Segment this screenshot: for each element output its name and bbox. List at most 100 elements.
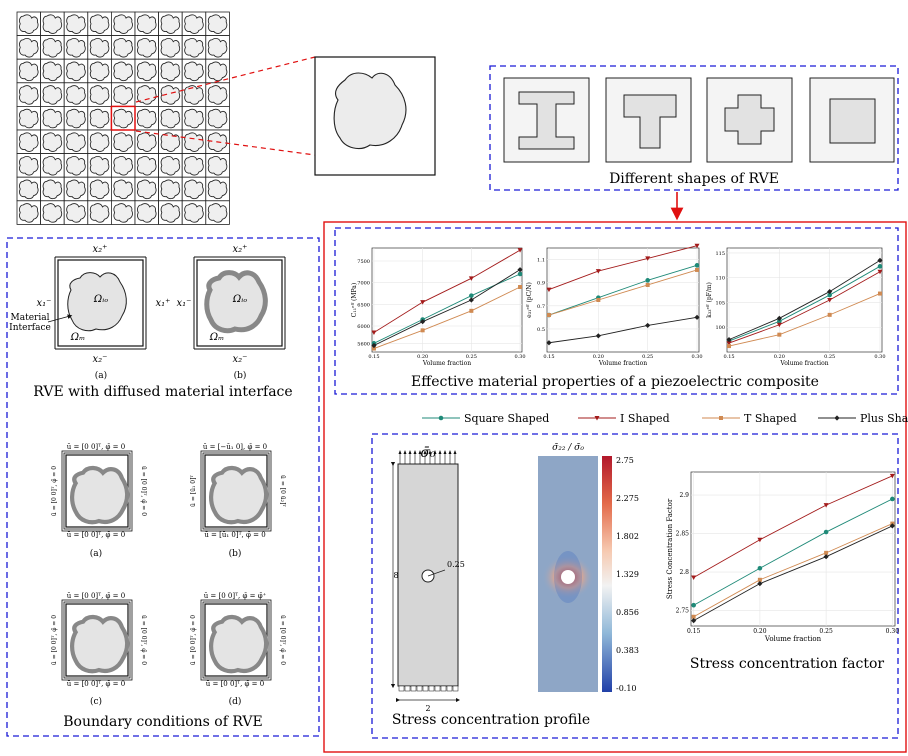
y-tick-label: 5600 xyxy=(357,341,370,347)
bc-inclusion xyxy=(70,614,130,674)
chart-k33: 100 105 110 115 0.15 0.20 0.25 0.30 Volume fract… xyxy=(706,247,886,367)
x-tick-label: 0.25 xyxy=(466,354,477,360)
series-line xyxy=(373,249,521,333)
series-line xyxy=(373,286,521,349)
bc-inclusion xyxy=(70,465,130,525)
shape-t xyxy=(605,77,692,163)
data-point xyxy=(645,322,651,329)
bc-side-label: ū = [0 0]ᵀ, φ̄ = 0 xyxy=(279,615,286,665)
zoom-line-bottom xyxy=(135,130,316,156)
x-axis-label: Volume fraction xyxy=(598,360,647,367)
data-point xyxy=(594,416,600,421)
series-line xyxy=(693,475,893,578)
boundary-condition-rves: ū = [0 0]ᵀ, φ̄ = 0 ū = [0 0]ᵀ, φ̄ = 0 ū = … xyxy=(51,450,286,681)
x-axis-label: Volume fraction xyxy=(779,360,828,367)
support-roller xyxy=(428,685,435,692)
data-point xyxy=(420,300,426,305)
y-tick-label: 115 xyxy=(715,251,725,257)
caption-boundary: Boundary conditions of RVE xyxy=(63,714,262,730)
bc-side-label: ū = [0 ū₂]ᵀ xyxy=(279,475,286,507)
data-point xyxy=(889,523,895,529)
y-tick-label: 2.8 xyxy=(679,569,689,576)
support-roller xyxy=(446,685,453,692)
bc-side-label: ū = [0 0]ᵀ, φ̄ = 0 xyxy=(190,615,197,665)
series-line xyxy=(728,259,881,341)
data-point xyxy=(691,618,697,624)
x-axis-label: Volume fraction xyxy=(764,635,822,643)
y-tick-label: 0.9 xyxy=(537,281,545,287)
colorbar-ticks: 2.75 2.275 1.802 1.329 0.856 0.383 -0.10 xyxy=(616,456,639,693)
series-line xyxy=(728,271,881,344)
colorbar xyxy=(602,456,612,692)
support-roller xyxy=(398,685,405,692)
x-tick-label: 0.15 xyxy=(368,354,379,360)
data-point xyxy=(757,577,762,582)
data-point xyxy=(645,282,650,287)
y-tick-label: 105 xyxy=(715,300,725,306)
x-tick-label: 0.15 xyxy=(687,628,701,635)
results-frame xyxy=(323,221,907,753)
data-point xyxy=(726,337,732,343)
data-point xyxy=(827,298,833,303)
plate-width-label: 2 xyxy=(425,704,430,713)
y-tick-label: 2.9 xyxy=(679,492,689,499)
data-point xyxy=(757,537,763,543)
shape-i xyxy=(503,77,590,163)
rve-a xyxy=(54,256,147,350)
bc-side-label: ū = [0 0]ᵀ, φ̄ = 0 xyxy=(140,615,147,665)
data-point xyxy=(546,340,552,346)
data-point xyxy=(777,332,782,337)
bc-side-label: ū = [0 0]ᵀ, φ̄ = 0 xyxy=(140,466,147,516)
legend: Square Shaped I Shaped T Shaped Plus Shaped xyxy=(422,412,908,425)
colorbar-tick-label: 0.383 xyxy=(616,646,639,655)
load-arrowhead xyxy=(448,450,452,454)
y-tick-label: 0.5 xyxy=(537,327,545,333)
sub-a-top: (a) xyxy=(95,370,107,381)
legend-label: Square Shaped xyxy=(464,412,549,425)
series-line xyxy=(548,245,698,291)
data-point xyxy=(695,267,700,272)
data-point xyxy=(694,314,700,320)
bc-side-label: ū = [0 0]ᵀ, φ̄ = 0 xyxy=(51,615,58,665)
data-point xyxy=(595,333,601,339)
y-tick-label: 6500 xyxy=(357,302,370,308)
shape-square xyxy=(809,77,895,163)
support-roller xyxy=(434,685,441,692)
load-arrowhead xyxy=(403,450,407,454)
label-material: Material xyxy=(11,313,50,323)
data-point xyxy=(757,581,763,587)
bc-inclusion xyxy=(209,614,269,674)
data-point xyxy=(823,554,829,560)
bc-frame xyxy=(200,599,272,681)
caption-effective: Effective material properties of a piezo… xyxy=(411,374,819,390)
y-axis-label: k₃₃ᵉᶠᶠ (pF/m) xyxy=(706,282,713,318)
data-point xyxy=(691,575,697,580)
support-roller xyxy=(452,685,459,692)
y-tick-label: 100 xyxy=(715,325,725,331)
x-tick-label: 0.15 xyxy=(543,354,554,360)
legend-label: T Shaped xyxy=(744,412,797,425)
data-point xyxy=(827,292,832,298)
y-tick-label: 1.1 xyxy=(537,258,545,264)
plate-height-label: 8 xyxy=(393,571,398,580)
y-axis-label: Stress Concentration Factor xyxy=(666,498,674,599)
bc-frame xyxy=(202,601,270,679)
data-point xyxy=(691,602,696,608)
shape-plus xyxy=(706,77,793,163)
data-point xyxy=(518,285,523,289)
colorbar-tick-label: -0.10 xyxy=(616,684,637,693)
label-omega-io-a: Ωᵢₒ xyxy=(93,294,108,305)
x-tick-label: 0.30 xyxy=(691,354,702,360)
data-point xyxy=(777,318,782,324)
data-point xyxy=(420,328,425,333)
bc-side-label: ū = [0 0]ᵀ, φ̄ = 0 xyxy=(51,466,58,516)
y-tick-label: 2.85 xyxy=(676,531,690,538)
bc-c-top: ū = [0 0]ᵀ, φ̄ = 0 xyxy=(67,592,125,600)
bc-b-bottom: ū = [ū₁ 0]ᵀ, φ̄ = 0 xyxy=(204,531,265,539)
legend-label: I Shaped xyxy=(620,412,670,425)
y-tick-label: 7500 xyxy=(357,259,370,265)
zoomed-rve xyxy=(314,56,436,176)
stress-panel xyxy=(371,433,899,739)
data-point xyxy=(546,313,551,318)
data-point xyxy=(727,344,732,349)
